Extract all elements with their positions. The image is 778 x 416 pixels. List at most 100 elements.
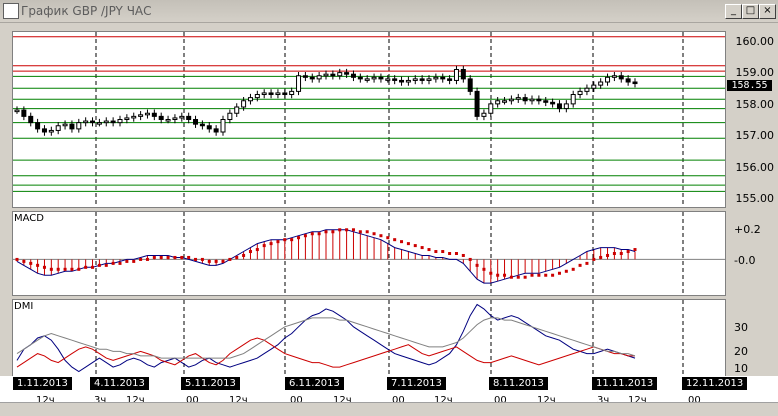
candle-body	[598, 81, 604, 86]
candle-body	[117, 119, 123, 124]
date-label: 4.11.2013	[90, 377, 149, 390]
hour-label: 12ч	[537, 395, 556, 406]
dmi-pane[interactable]: DMI	[12, 299, 726, 377]
candlestick-chart	[13, 32, 725, 207]
candle-body	[165, 119, 171, 122]
candle-body	[172, 117, 178, 120]
candle-body	[392, 78, 398, 81]
macd-signal-dot	[523, 275, 527, 279]
chart-app-icon	[3, 3, 19, 19]
candle-body	[193, 119, 199, 125]
price-tick-160: 160.00	[735, 35, 775, 48]
candle-body	[261, 92, 267, 95]
macd-chart	[13, 212, 725, 295]
candle-body	[605, 76, 611, 83]
candle-body	[309, 76, 315, 80]
candle-body	[453, 69, 459, 81]
candle-body	[467, 78, 473, 92]
candle-body	[426, 78, 432, 81]
macd-signal-dot	[91, 265, 95, 269]
candle-body	[350, 73, 356, 78]
price-tick-155: 155.00	[735, 192, 775, 205]
candle-body	[515, 97, 521, 100]
macd-signal-dot	[36, 263, 40, 267]
candle-body	[241, 100, 247, 108]
candle-body	[632, 81, 638, 85]
candle-body	[364, 78, 370, 81]
candle-body	[254, 94, 260, 99]
macd-signal-dot	[626, 250, 630, 254]
macd-signal-dot	[303, 234, 307, 238]
window-titlebar[interactable]: График GBP /JPY ЧАС _ □ ×	[0, 0, 778, 23]
macd-signal-dot	[427, 248, 431, 252]
minimize-button[interactable]: _	[725, 4, 742, 19]
hour-label: 3ч	[597, 395, 610, 406]
macd-signal-dot	[214, 259, 218, 263]
close-button[interactable]: ×	[759, 4, 776, 19]
macd-signal-dot	[317, 232, 321, 236]
macd-signal-dot	[63, 267, 67, 271]
macd-line	[16, 229, 636, 284]
candle-body	[611, 75, 617, 78]
macd-signal-dot	[118, 261, 122, 265]
hour-label: 12ч	[434, 395, 453, 406]
candle-body	[433, 76, 439, 80]
macd-signal-dot	[406, 242, 410, 246]
candle-body	[529, 98, 535, 102]
macd-signal-dot	[145, 257, 149, 261]
macd-signal-dot	[571, 267, 575, 271]
macd-signal-dot	[152, 255, 156, 259]
candle-body	[179, 115, 185, 119]
date-label: 8.11.2013	[489, 377, 548, 390]
macd-signal-dot	[49, 267, 53, 271]
macd-signal-dot	[441, 250, 445, 254]
macd-signal-dot	[461, 253, 465, 257]
macd-tick-zero: -0.0	[734, 254, 756, 267]
macd-pane[interactable]: MACD	[12, 211, 726, 296]
candle-body	[536, 98, 542, 102]
macd-signal-dot	[585, 261, 589, 265]
macd-signal-dot	[516, 275, 520, 279]
hour-label: 00	[186, 395, 199, 406]
macd-signal-dot	[15, 257, 19, 261]
macd-signal-dot	[42, 265, 46, 269]
macd-signal-dot	[283, 238, 287, 242]
candle-body	[55, 125, 61, 131]
candle-body	[282, 92, 288, 95]
macd-signal-dot	[77, 267, 81, 271]
candle-body	[124, 117, 130, 120]
dmi-minus-line	[16, 337, 635, 368]
candle-body	[14, 109, 20, 113]
candle-body	[570, 94, 576, 105]
macd-signal-dot	[345, 228, 349, 232]
candle-body	[584, 87, 590, 92]
date-label: 7.11.2013	[387, 377, 446, 390]
macd-signal-dot	[173, 255, 177, 259]
macd-signal-dot	[530, 273, 534, 277]
macd-signal-dot	[180, 255, 184, 259]
candle-body	[563, 103, 569, 110]
macd-signal-dot	[606, 253, 610, 257]
candle-body	[474, 90, 480, 117]
macd-signal-dot	[612, 252, 616, 255]
candle-body	[378, 76, 384, 80]
macd-signal-dot	[420, 246, 424, 250]
date-label: 11.11.2013	[592, 377, 658, 390]
candle-body	[460, 69, 466, 80]
price-tick-157: 157.00	[735, 129, 775, 142]
maximize-button[interactable]: □	[742, 4, 759, 19]
macd-signal-dot	[166, 255, 170, 259]
candle-body	[41, 128, 47, 133]
candle-body	[447, 78, 453, 81]
candle-body	[28, 115, 34, 124]
macd-signal-dot	[331, 230, 335, 234]
candle-body	[495, 100, 501, 105]
candle-body	[268, 92, 274, 95]
macd-signal-dot	[633, 248, 637, 252]
candle-body	[103, 120, 109, 124]
window-title: График GBP /JPY ЧАС	[21, 4, 152, 18]
macd-signal-dot	[269, 242, 273, 246]
macd-signal-dot	[22, 259, 26, 263]
price-chart-pane[interactable]	[12, 31, 726, 208]
hour-label: 12ч	[333, 395, 352, 406]
